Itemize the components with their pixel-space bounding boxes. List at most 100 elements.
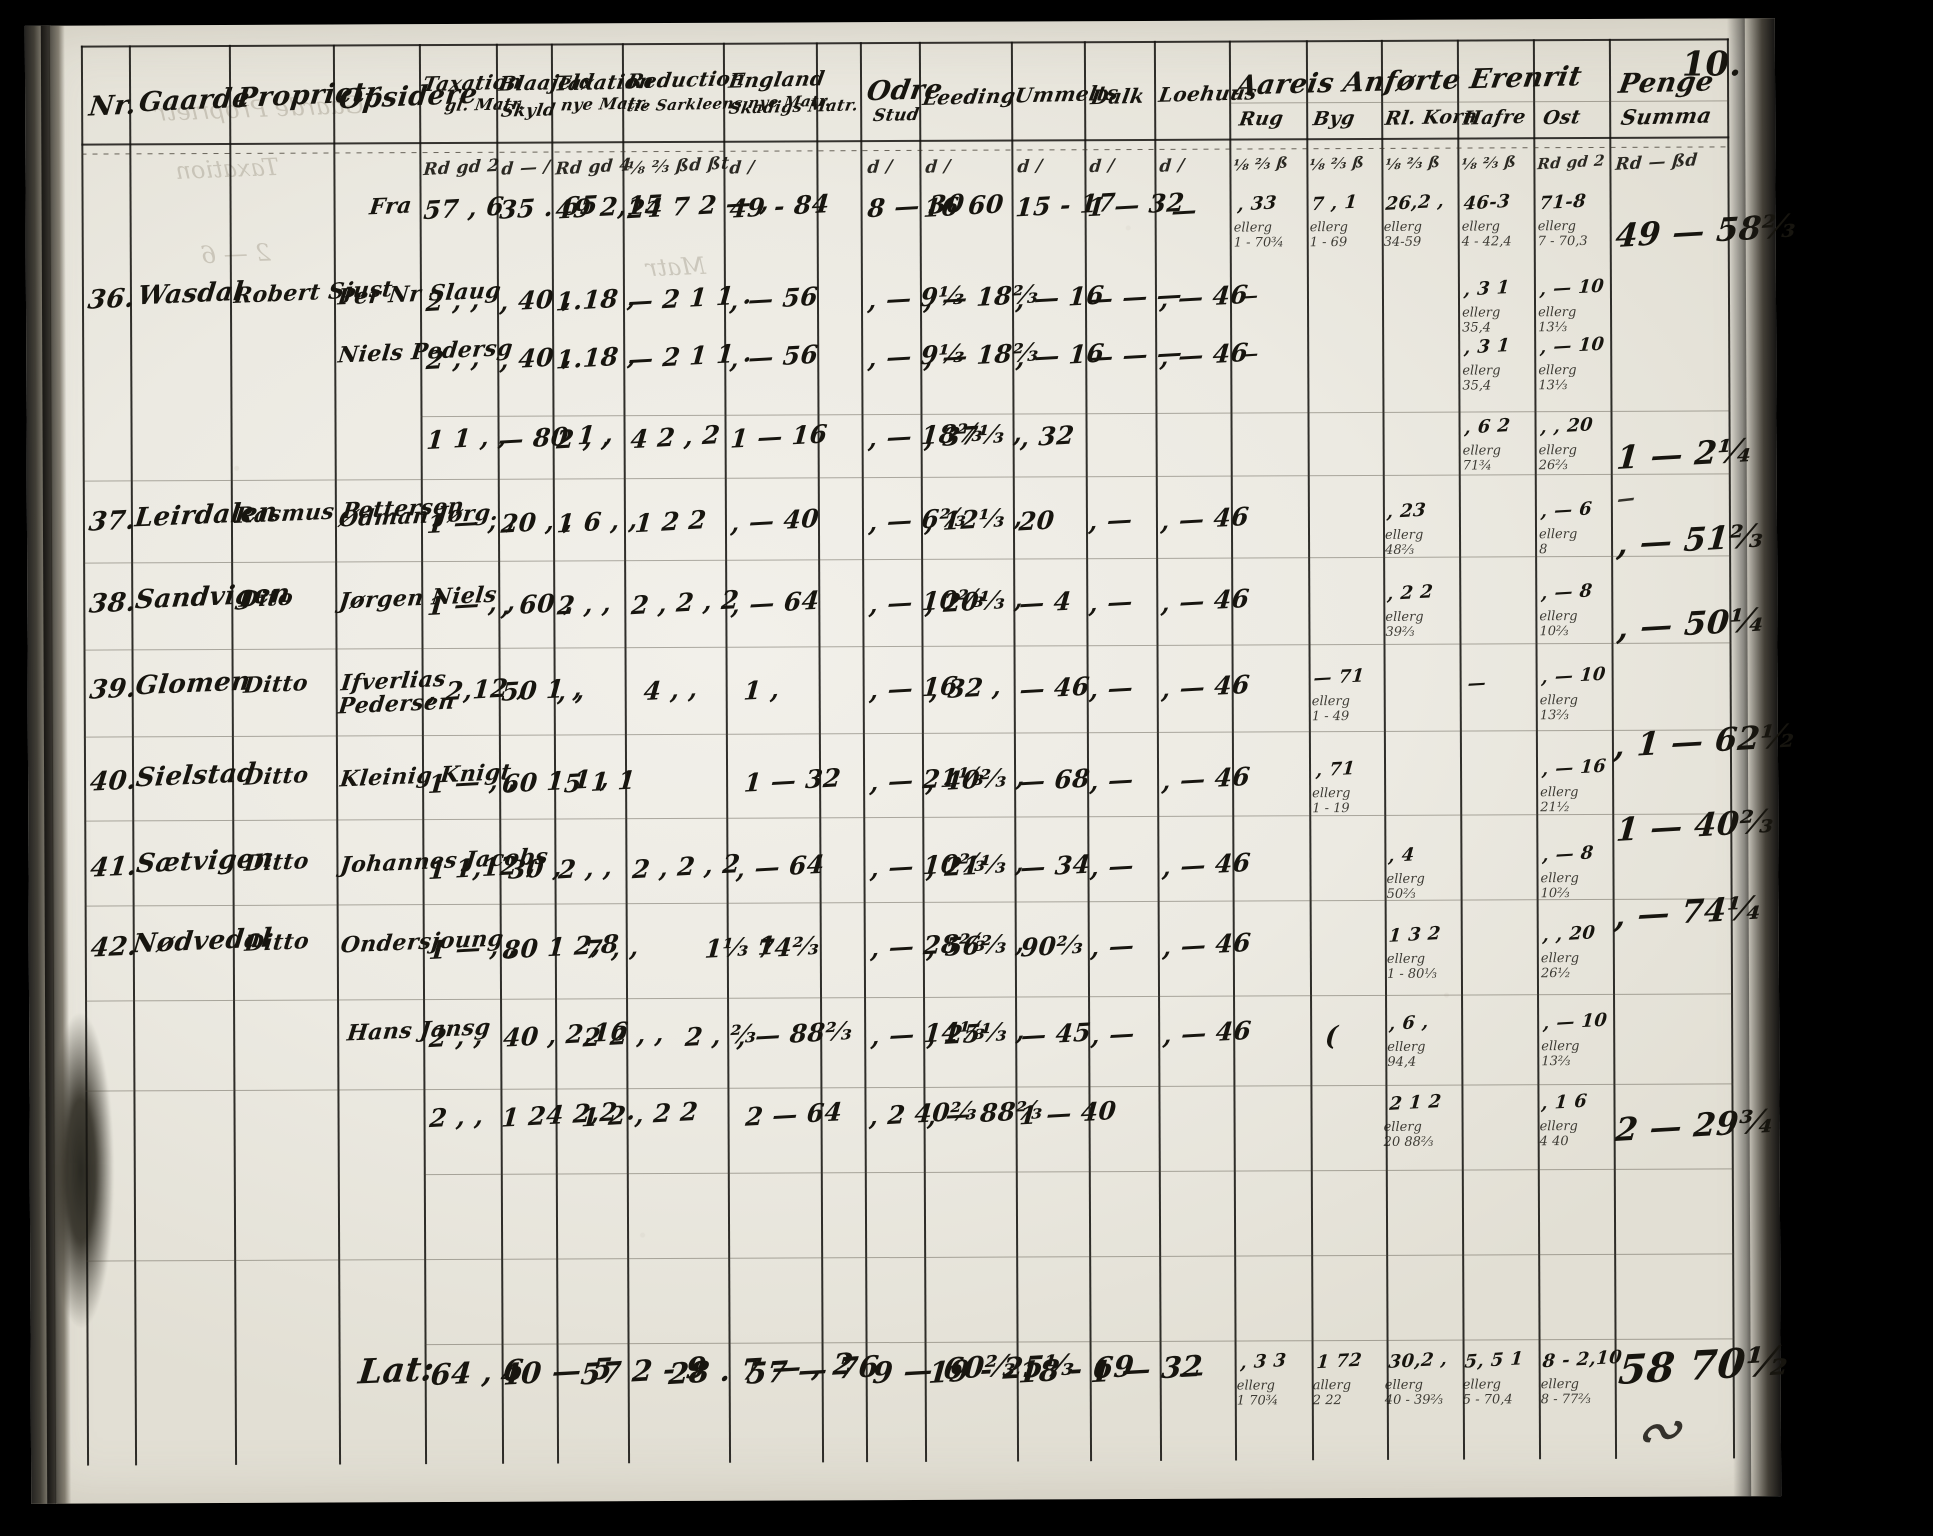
carry-ost: 71-8 xyxy=(1538,190,1588,215)
page-number: 10. xyxy=(1681,44,1742,85)
cell-dalk: , — xyxy=(1089,930,1136,963)
unit-penge: Rd — ßd xyxy=(1614,150,1699,175)
cell-penge: , — 51²⁄₃ xyxy=(1615,516,1766,564)
row-proprietr: Ditto xyxy=(243,928,311,957)
ledger-table: Nr. Gaarde Proprietr Opsidere Taxation g… xyxy=(80,38,1798,1467)
cell-leeding: , 25⅓ , xyxy=(925,1016,1027,1051)
carry-hafre-note: ellerg 4 - 42,4 xyxy=(1461,219,1512,250)
closing-flourish: ∾ xyxy=(1630,1395,1687,1467)
cell-ost-note: ellerg 13²⁄₃ xyxy=(1541,1039,1580,1070)
cell-penge: , 1 — 62¹⁄₂ xyxy=(1612,716,1797,766)
column-rule xyxy=(918,41,928,1462)
cell-tax-new: 7 , , xyxy=(583,932,641,965)
unit-skyld: d — / xyxy=(500,156,552,180)
tick-flourish: – xyxy=(1613,473,1639,521)
cell-loehuus: , — 46 xyxy=(1161,1015,1253,1050)
cell-tax-new: 5 1 1 xyxy=(562,765,637,799)
cell-loehuus: , — 46 xyxy=(1159,337,1250,372)
latus-label: Lat: xyxy=(356,1349,437,1393)
row-rule xyxy=(83,729,1732,738)
row-rule xyxy=(84,813,1733,822)
header-dalk: Dalk xyxy=(1089,83,1147,110)
column-rule xyxy=(1228,40,1238,1461)
column-rule-thick xyxy=(859,42,869,1463)
carry-byg-note: ellerg 1 - 69 xyxy=(1309,220,1348,251)
cell-rlkorn: , 4 xyxy=(1387,844,1416,867)
latus-ost-note: ellerg 8 - 77²⁄₃ xyxy=(1540,1377,1591,1408)
cell-reduction: 2 , 2 , 2 xyxy=(630,584,741,621)
cell-england: , — 56 xyxy=(728,281,820,316)
cell-byg-note: ellerg 1 - 19 xyxy=(1312,786,1351,817)
cell-ost-note: ellerg 13¹⁄₃ xyxy=(1538,305,1577,336)
cell-rlkorn: — xyxy=(1466,672,1487,695)
cell-rlkorn-note: ellerg 1 - 80⅓ xyxy=(1386,951,1438,982)
subtotal-hafre-note: ellerg 71¾ xyxy=(1462,443,1501,474)
subtotal-ost: , 1 6 xyxy=(1540,1090,1589,1115)
cell-tax-new: , , xyxy=(556,675,587,707)
unit-taxation-new: Rd gd 4 xyxy=(554,155,633,180)
column-rule xyxy=(1010,41,1020,1462)
subtotal-ummelts: , 32 xyxy=(1019,420,1076,453)
row-nr: 39. xyxy=(87,673,138,706)
cell-ost: , — 10 xyxy=(1539,275,1605,301)
subtotal-leeding: , 37⅓ , xyxy=(923,418,1024,453)
carry-ost-note: ellerg 7 - 70,3 xyxy=(1537,219,1588,250)
cell-england: 1 , xyxy=(742,674,781,706)
cell-hafre: , 3 1 xyxy=(1463,276,1511,301)
cell-ost: , — 10 xyxy=(1542,1009,1609,1035)
header-leeding: Leeding xyxy=(921,83,1018,110)
unit-rug: ⅛ ⅔ ß xyxy=(1232,153,1289,175)
header-aarlig-byg: Byg xyxy=(1311,107,1357,131)
cell-byg: , 71 xyxy=(1315,757,1357,782)
latus-rug-note: ellerg 1 70¾ xyxy=(1236,1378,1279,1409)
cell-rlkorn: 1 3 2 xyxy=(1387,922,1442,947)
header-aarlig-rug: Rug xyxy=(1237,107,1286,131)
cell-leeding: , 12⅓ , xyxy=(923,502,1025,537)
cell-tax-old: 2 , , xyxy=(425,342,482,376)
latus-loehuus: — xyxy=(1177,1357,1206,1388)
carry-loehuus: — xyxy=(1170,195,1199,226)
subtotal-rlkorn: 2 1 2 xyxy=(1388,1090,1443,1115)
cell-england: , — 56 xyxy=(729,339,820,374)
cell-byg: ( xyxy=(1323,1021,1340,1053)
cell-ost-note: ellerg 8 xyxy=(1538,527,1578,558)
cell-ost: , , 20 xyxy=(1541,922,1597,947)
column-rule xyxy=(228,44,238,1465)
column-rule xyxy=(621,43,631,1464)
subtotal-ummelts: 1 — 40 xyxy=(1018,1095,1118,1131)
subtotal-tax-old: 2 , , xyxy=(428,1100,485,1134)
header-skyld-sub: Skyld xyxy=(499,100,558,122)
latus-hafre-note: ellerg 5 - 70,4 xyxy=(1462,1377,1513,1408)
row-proprietr: Ditto xyxy=(242,762,310,791)
cell-loehuus: , — 46 xyxy=(1161,927,1253,962)
subtotal-penge: 2 — 29³⁄₄ xyxy=(1614,1101,1776,1150)
cell-leeding: , 21⅓ , xyxy=(925,848,1026,883)
cell-penge: , — 74¹⁄₄ xyxy=(1613,888,1763,936)
row-proprietr: Dito xyxy=(237,584,295,613)
header-aarlig-hafre: Hafre xyxy=(1461,105,1528,130)
cell-leeding: , 56⅔ , xyxy=(925,928,1027,963)
column-rule xyxy=(332,44,342,1465)
carry-rlkorn: 26,2 , xyxy=(1384,190,1446,215)
column-rule xyxy=(1456,39,1466,1460)
cell-ost-note: ellerg 26¹⁄₂ xyxy=(1540,951,1580,982)
header-taxation-old-sub: gl. Matr. xyxy=(443,93,527,116)
column-rule xyxy=(1305,40,1315,1461)
subtotal-tax-old: 1 1 , , xyxy=(425,421,509,456)
cell-ummelts: — 46 xyxy=(1018,671,1091,705)
cell-ummelts: — 4 xyxy=(1018,586,1073,619)
subtotal-england: 1 — 16 xyxy=(729,419,829,454)
cell-hafre-note: ellerg 35,4 xyxy=(1462,305,1501,336)
latus-rug: , 3 3 xyxy=(1239,1349,1288,1374)
cell-ost-note: ellerg 10²⁄₃ xyxy=(1540,871,1579,902)
latus-rlkorn-note: ellerg 40 - 39²⁄₃ xyxy=(1384,1377,1444,1408)
cell-england: , — 40 xyxy=(729,503,821,538)
cell-loehuus: , — 46 xyxy=(1160,669,1252,704)
cell-ummelts: — 45 xyxy=(1019,1017,1093,1051)
column-rule xyxy=(1380,39,1390,1460)
cell-byg: — 71 xyxy=(1312,665,1366,690)
cell-dalk: , — xyxy=(1089,1018,1136,1051)
unit-reduction: ⅛ ⅔ ßd ßt xyxy=(626,153,731,180)
column-rule xyxy=(722,42,732,1463)
row-rule xyxy=(83,555,1732,564)
